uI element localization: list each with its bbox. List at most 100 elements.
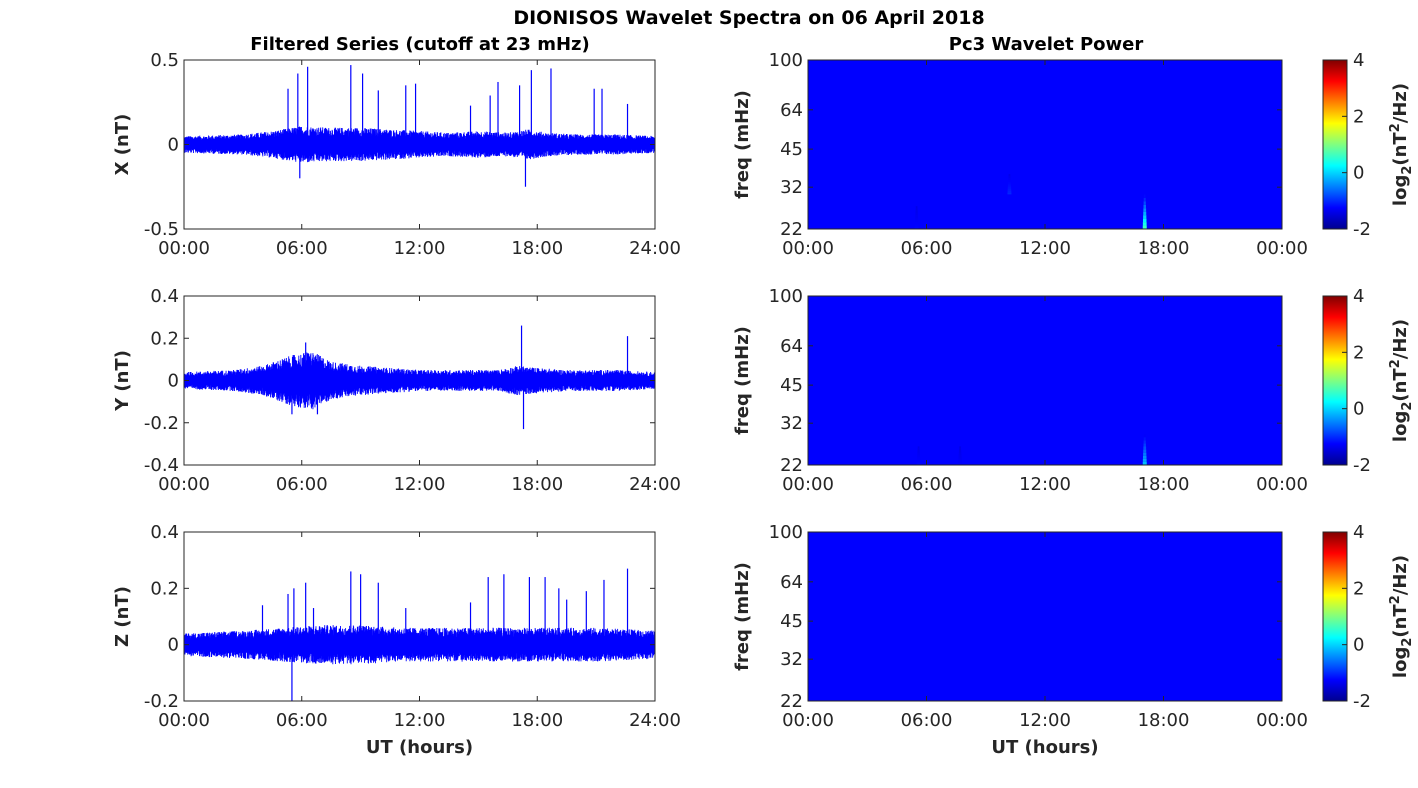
y-axis-label: X (nT)	[112, 114, 133, 176]
wavelet-feature-0	[1143, 208, 1147, 212]
y-axis-label: freq (mHz)	[732, 562, 753, 671]
wavelet-feature-2	[915, 210, 918, 213]
y-axis-label: freq (mHz)	[732, 326, 753, 435]
series-panel-2: 00:00 06:00 12:00 18:00 24:00 -0.4 -0.2 0 0.2 0.4…	[112, 286, 681, 495]
y-tick-label: 100	[769, 50, 803, 71]
x-tick-label: 00:00	[1256, 238, 1308, 259]
x-tick-label: 00:00	[158, 474, 210, 495]
wavelet-feature-0	[1143, 211, 1147, 216]
wavelet-feature-1	[1008, 178, 1011, 181]
colorbar-label: log2(nT2/Hz)	[1388, 555, 1415, 678]
y-tick-label: -0.4	[144, 455, 179, 476]
x-tick-label: 00:00	[782, 710, 834, 731]
wavelet-feature-2	[958, 453, 962, 456]
wavelet-feature-0	[1143, 197, 1146, 202]
x-tick-label: 18:00	[1138, 710, 1190, 731]
x-axis-label: UT (hours)	[366, 737, 473, 758]
wavelet-feature-0	[1143, 215, 1147, 219]
x-axis-label: UT (hours)	[991, 737, 1098, 758]
colorbar	[1322, 531, 1348, 702]
wavelet-feature-0	[1142, 458, 1147, 462]
wavelet-feature-0	[1142, 461, 1147, 465]
x-tick-label: 24:00	[629, 238, 681, 259]
wavelet-feature-2	[958, 457, 962, 460]
wavelet-feature-2	[914, 222, 919, 225]
right-column-title: Pc3 Wavelet Power	[949, 34, 1144, 55]
y-tick-label: 22	[780, 219, 803, 240]
wavelet-feature-0	[1143, 201, 1146, 205]
x-tick-label: 00:00	[158, 710, 210, 731]
wavelet-feature-1	[917, 451, 920, 454]
x-tick-label: 18:00	[511, 710, 563, 731]
x-tick-label: 00:00	[158, 238, 210, 259]
wavelet-panel-2: -2 0 2 4 log2(nT2/Hz) 00:00 06:00 12:00 18:00 00:…	[732, 286, 1415, 495]
y-tick-label: 64	[780, 336, 803, 357]
x-tick-label: 18:00	[511, 238, 563, 259]
heatmap-background	[808, 532, 1282, 701]
wavelet-feature-1	[1008, 180, 1011, 183]
colorbar-label: log2(nT2/Hz)	[1388, 319, 1415, 442]
wavelet-feature-1	[1008, 182, 1011, 185]
wavelet-feature-1	[916, 463, 921, 465]
x-tick-label: 06:00	[901, 238, 953, 259]
wavelet-feature-0	[1142, 225, 1147, 229]
x-tick-label: 18:00	[1138, 238, 1190, 259]
wavelet-feature-0	[1143, 443, 1146, 447]
colorbar-tick-label: -2	[1353, 219, 1371, 240]
wavelet-feature-2	[958, 463, 963, 465]
colorbar-tick-label: 4	[1353, 50, 1364, 71]
colorbar-tick-label: 0	[1353, 399, 1364, 420]
wavelet-feature-0	[1143, 452, 1147, 456]
wavelet-feature-2	[915, 215, 918, 218]
wavelet-feature-2	[958, 459, 962, 462]
colorbar-tick-label: 0	[1353, 163, 1364, 184]
wavelet-feature-1	[1007, 188, 1012, 191]
x-tick-label: 12:00	[394, 710, 446, 731]
wavelet-feature-0	[1142, 218, 1147, 223]
y-tick-label: 0	[168, 371, 179, 392]
y-tick-label: 0.2	[150, 578, 179, 599]
y-tick-label: 64	[780, 572, 803, 593]
colorbar-tick-label: -2	[1353, 691, 1371, 712]
wavelet-feature-2	[959, 448, 962, 451]
wavelet-feature-2	[958, 451, 962, 454]
y-tick-label: -0.2	[144, 691, 179, 712]
wavelet-feature-1	[1007, 184, 1011, 187]
y-tick-label: 0	[168, 135, 179, 156]
wavelet-feature-0	[1143, 204, 1146, 209]
y-tick-label: 22	[780, 455, 803, 476]
y-tick-label: 0	[168, 635, 179, 656]
wavelet-feature-2	[915, 206, 918, 209]
x-tick-label: 18:00	[1138, 474, 1190, 495]
colorbar-label: log2(nT2/Hz)	[1388, 83, 1415, 206]
wavelet-feature-1	[917, 453, 920, 456]
series-trace	[183, 352, 656, 410]
x-tick-label: 12:00	[394, 238, 446, 259]
wavelet-feature-0	[1143, 446, 1147, 450]
x-tick-label: 00:00	[782, 238, 834, 259]
y-tick-label: 32	[780, 413, 803, 434]
wavelet-feature-0	[1143, 440, 1146, 444]
heatmap-background	[808, 60, 1282, 229]
left-column-title: Filtered Series (cutoff at 23 mHz)	[250, 34, 589, 55]
y-tick-label: 100	[769, 286, 803, 307]
x-tick-label: 06:00	[276, 238, 328, 259]
x-tick-label: 00:00	[1256, 710, 1308, 731]
wavelet-feature-1	[916, 461, 921, 464]
y-tick-label: -0.5	[144, 219, 179, 240]
wavelet-feature-2	[958, 450, 962, 452]
y-axis-label: Z (nT)	[112, 586, 133, 647]
wavelet-feature-1	[1007, 186, 1012, 189]
plot-area	[184, 532, 655, 701]
y-axis-label: freq (mHz)	[732, 90, 753, 199]
series-panel-3: 00:00 06:00 12:00 18:00 24:00 -0.2 0 0.2 0.4 Z (n…	[112, 522, 681, 758]
colorbar-tick-label: 2	[1353, 342, 1364, 363]
y-tick-label: 45	[780, 139, 803, 160]
y-tick-label: 22	[780, 691, 803, 712]
wavelet-feature-2	[915, 208, 918, 211]
wavelet-feature-2	[914, 226, 919, 229]
wavelet-feature-0	[1143, 449, 1147, 453]
colorbar-tick-label: -2	[1353, 455, 1371, 476]
x-tick-label: 24:00	[629, 710, 681, 731]
